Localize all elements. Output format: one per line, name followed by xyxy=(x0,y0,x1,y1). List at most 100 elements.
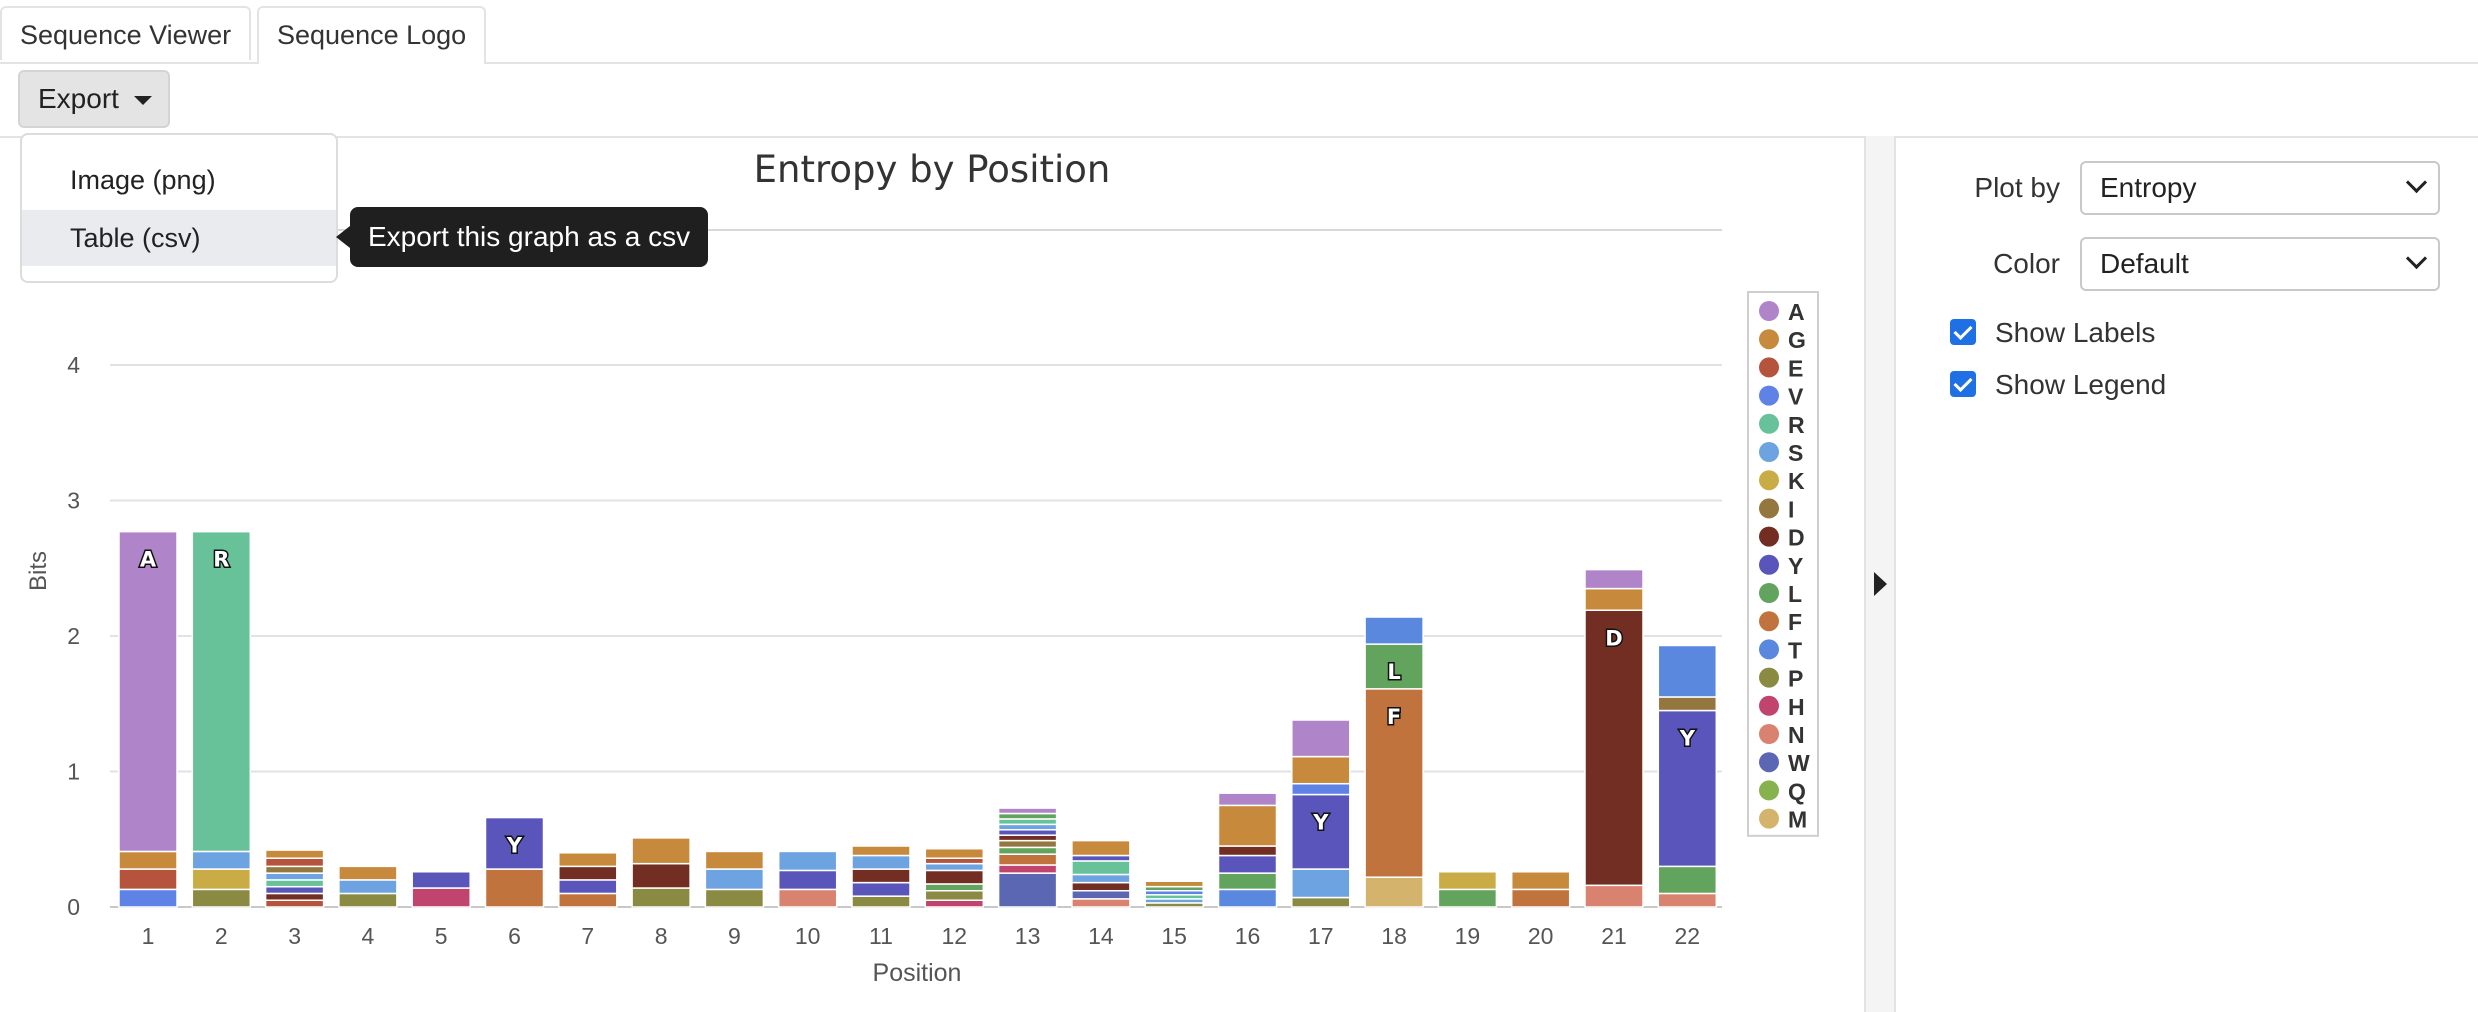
bar-segment-s xyxy=(704,868,765,891)
x-tick-label: 3 xyxy=(288,923,301,949)
legend-swatch xyxy=(1759,639,1779,660)
legend-swatch xyxy=(1759,667,1779,688)
legend-swatch xyxy=(1759,611,1779,632)
bar-segment-d xyxy=(264,892,325,901)
bar-segment-r xyxy=(264,879,325,888)
bar-segment-h xyxy=(411,887,471,908)
bar-segment-d xyxy=(997,834,1058,842)
x-tick-label: 20 xyxy=(1528,923,1554,949)
color-select[interactable]: Default xyxy=(2080,237,2440,291)
bar-segment-a xyxy=(997,807,1058,815)
y-tick-label: 0 xyxy=(67,894,80,920)
legend-swatch xyxy=(1759,808,1779,829)
legend-swatch xyxy=(1759,554,1779,575)
legend-label: L xyxy=(1788,581,1802,607)
plot-by-label: Plot by xyxy=(1974,172,2060,203)
menu-item-table-csv[interactable]: Table (csv) xyxy=(22,210,336,266)
bar-segment-v xyxy=(1291,782,1351,796)
y-tick-label: 2 xyxy=(67,623,80,649)
bar-segment-s xyxy=(924,862,985,872)
bar-segment-t xyxy=(1364,616,1424,645)
bar-segment-p xyxy=(1291,896,1351,908)
bar-segment-y xyxy=(1217,854,1278,874)
bar-segment-w xyxy=(997,872,1058,908)
bar-segment-s xyxy=(1071,873,1131,884)
show-legend-checkbox[interactable] xyxy=(1950,371,1976,397)
bar-segment-l xyxy=(924,883,985,892)
bar-segment-g xyxy=(1071,839,1131,857)
legend-swatch xyxy=(1759,470,1779,491)
bar-segment-y xyxy=(411,871,471,889)
bar-segment-s xyxy=(1291,868,1351,899)
bar-segment-k xyxy=(1437,871,1498,891)
caret-right-icon xyxy=(1874,572,1887,596)
x-tick-label: 2 xyxy=(215,923,228,949)
menu-item-image-png[interactable]: Image (png) xyxy=(70,165,216,195)
bar-segment-g xyxy=(558,852,618,868)
caret-down-icon xyxy=(134,96,152,105)
bar-segment-f xyxy=(1364,688,1424,878)
show-labels-checkbox[interactable] xyxy=(1950,319,1976,345)
x-tick-label: 16 xyxy=(1235,923,1261,949)
bar-segment-g xyxy=(1217,804,1278,847)
bar-segment-g xyxy=(924,847,985,859)
bar-segment-g xyxy=(1584,587,1644,612)
bar-segment-y xyxy=(851,881,911,897)
tab-sequence-logo[interactable]: Sequence Logo xyxy=(257,6,487,64)
bar-segment-g xyxy=(338,865,398,881)
legend-label: T xyxy=(1788,637,1802,663)
legend-swatch xyxy=(1759,583,1779,603)
bar-segment-g xyxy=(1144,880,1204,888)
bar-segment-a xyxy=(1584,568,1644,590)
legend-label: W xyxy=(1788,750,1810,776)
bar-label: A xyxy=(140,548,157,572)
legend-label: P xyxy=(1788,666,1803,692)
bar-segment-g xyxy=(118,850,178,870)
x-axis-label: Position xyxy=(873,959,962,987)
bar-segment-y xyxy=(997,829,1058,836)
bar-segment-m xyxy=(1364,876,1424,908)
bar-segment-k xyxy=(191,868,252,891)
bar-segment-e xyxy=(118,868,178,891)
bar-segment-s xyxy=(777,850,838,872)
color-label: Color xyxy=(1993,248,2060,279)
bar-segment-d xyxy=(1071,881,1131,892)
x-tick-label: 13 xyxy=(1015,923,1041,949)
bar-label: R xyxy=(213,548,229,572)
legend-swatch xyxy=(1759,385,1779,406)
bar-segment-i xyxy=(1657,696,1718,712)
entropy-chart: Entropy by Position01234BitsPositionA1R2… xyxy=(25,148,1819,987)
panel-collapse-toggle[interactable] xyxy=(1864,136,1896,1012)
y-tick-label: 1 xyxy=(67,759,80,785)
bar-segment-s xyxy=(997,823,1058,831)
bar-segment-a xyxy=(1217,792,1278,807)
bar-segment-p xyxy=(704,888,765,908)
x-tick-label: 5 xyxy=(435,923,448,949)
bar-segment-g xyxy=(851,845,911,857)
bar-segment-e xyxy=(264,899,325,908)
tab-sequence-viewer[interactable]: Sequence Viewer xyxy=(0,6,252,60)
bar-segment-f xyxy=(558,892,618,908)
plot-by-select[interactable]: Entropy xyxy=(2080,161,2440,215)
x-tick-label: 17 xyxy=(1308,923,1334,949)
bar-segment-v xyxy=(118,888,178,908)
x-tick-label: 18 xyxy=(1381,923,1407,949)
bar-segment-n xyxy=(1071,898,1131,908)
export-button[interactable]: Export xyxy=(18,70,170,128)
bar-segment-g xyxy=(704,850,765,870)
bar-segment-y xyxy=(264,885,325,895)
bar-segment-y xyxy=(777,869,838,891)
bar-segment-g xyxy=(1510,871,1571,891)
bar-segment-l xyxy=(997,812,1058,820)
bar-segment-p xyxy=(924,889,985,901)
y-axis-label: Bits xyxy=(25,551,52,591)
legend-label: I xyxy=(1788,496,1794,522)
x-tick-label: 19 xyxy=(1455,923,1481,949)
bar-segment-s xyxy=(851,854,911,870)
legend-label: V xyxy=(1788,384,1804,410)
legend-label: H xyxy=(1788,694,1805,720)
chart-title: Entropy by Position xyxy=(754,148,1111,191)
legend-label: M xyxy=(1788,807,1807,833)
legend-swatch xyxy=(1759,526,1779,547)
legend-label: K xyxy=(1788,468,1805,494)
